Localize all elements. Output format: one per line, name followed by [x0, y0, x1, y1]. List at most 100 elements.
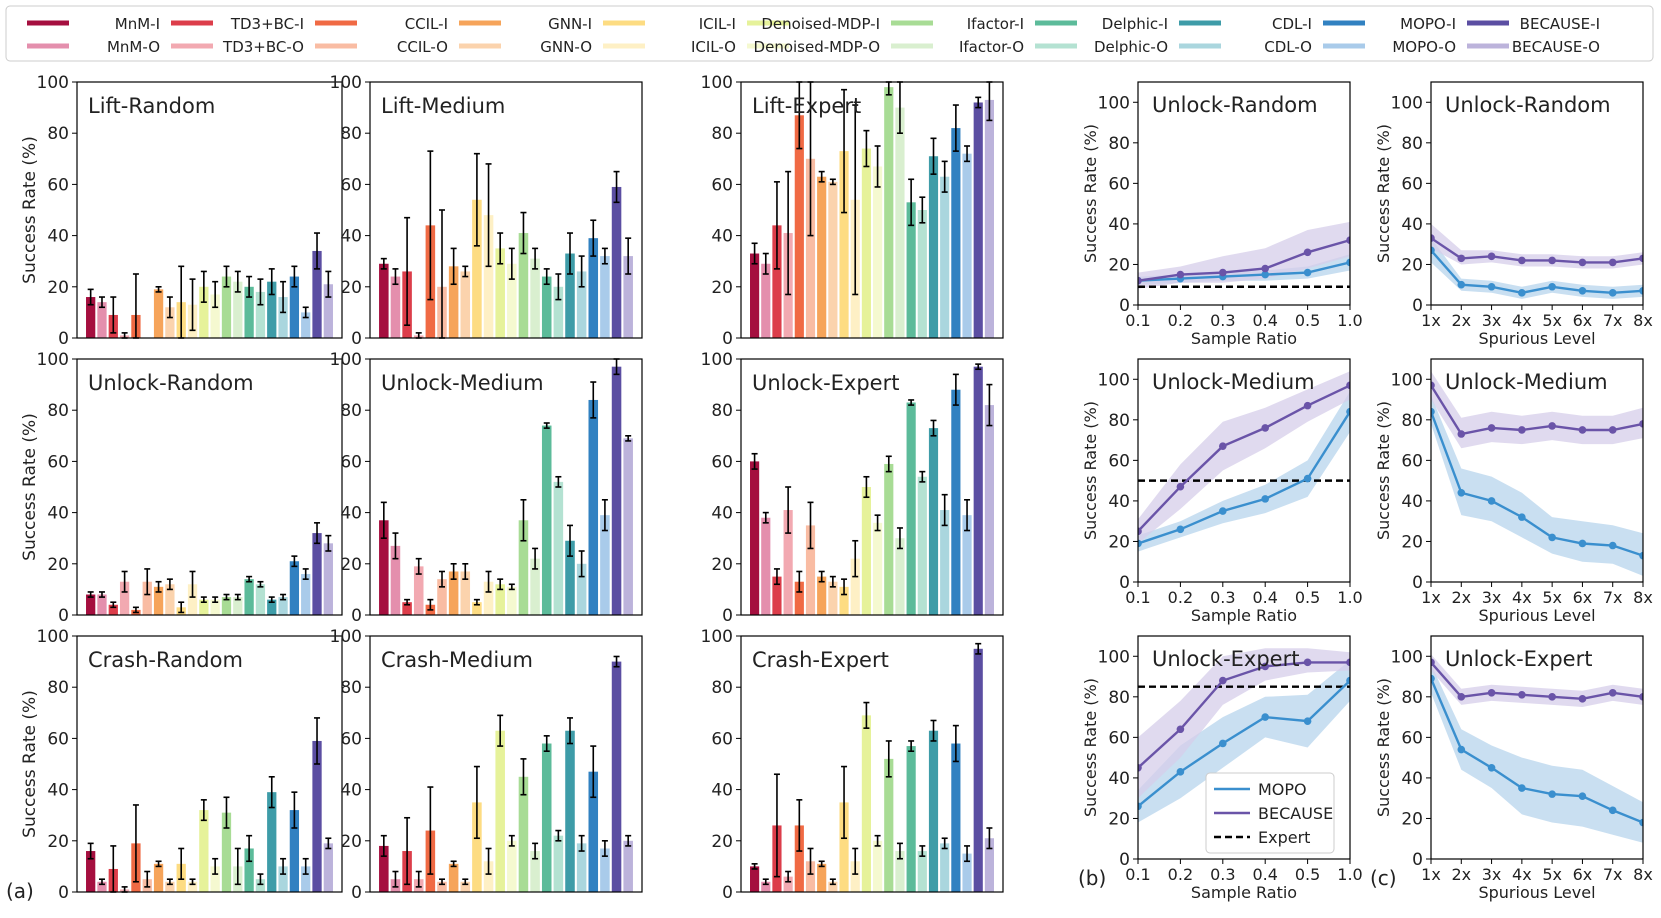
y-tick-label: 80 — [340, 678, 362, 698]
bar — [973, 102, 983, 338]
x-tick-label: 3x — [1482, 865, 1502, 884]
bar — [951, 389, 961, 615]
axes-frame — [76, 358, 343, 616]
y-tick-label: 60 — [711, 452, 733, 472]
axes-frame — [1137, 358, 1351, 583]
series-point — [1518, 256, 1526, 265]
bar — [267, 281, 277, 338]
series-point — [1608, 289, 1617, 297]
y-tick-label: 40 — [47, 227, 69, 247]
bar — [794, 581, 804, 615]
bar — [576, 843, 587, 892]
series-point — [1219, 268, 1227, 277]
bar — [541, 276, 552, 338]
series-point — [1578, 258, 1587, 267]
series-point — [1487, 424, 1496, 432]
bar — [895, 107, 905, 338]
series-point — [1431, 381, 1435, 390]
x-tick-label: 0.5 — [1295, 588, 1320, 607]
x-tick-label: 6x — [1573, 588, 1593, 607]
y-tick-label: 40 — [1401, 492, 1423, 512]
legend-label: Delphic-I — [1102, 15, 1168, 33]
x-tick-label: 7x — [1603, 588, 1623, 607]
bar — [906, 402, 916, 615]
series-point — [1487, 282, 1496, 291]
bar — [187, 881, 198, 892]
y-axis-label: Success Rate (%) — [1374, 678, 1393, 817]
bar — [772, 576, 782, 615]
y-tick-label: 0 — [1119, 573, 1130, 593]
x-tick-label: 8x — [1633, 865, 1653, 884]
y-axis-label: Success Rate (%) — [1374, 124, 1393, 263]
x-tick-label: 0.1 — [1125, 865, 1150, 884]
series-point — [1138, 802, 1142, 811]
chart-title: Unlock-Random — [1445, 93, 1611, 117]
line-chart-11: 0 20 40 60 80 100 Success Rate (%) 0.1 0.2 0.3 0.4… — [1081, 635, 1363, 902]
x-tick-label: 0.2 — [1168, 588, 1193, 607]
bar — [761, 263, 771, 338]
bar — [460, 881, 471, 892]
x-tick-label: 4x — [1512, 588, 1532, 607]
bar — [530, 558, 540, 615]
y-tick-label: 40 — [711, 781, 733, 801]
y-tick-label: 0 — [58, 883, 69, 903]
x-tick-label: 5x — [1542, 865, 1562, 884]
y-tick-label: 20 — [1401, 532, 1423, 552]
series-point — [1487, 252, 1496, 261]
y-tick-label: 40 — [711, 504, 733, 524]
bar — [244, 579, 254, 615]
plot-area — [1138, 648, 1350, 823]
y-tick-label: 60 — [340, 175, 362, 195]
x-axis-label: Spurious Level — [1478, 606, 1595, 625]
bar — [483, 581, 494, 615]
bar — [472, 602, 482, 615]
bar — [850, 558, 860, 615]
series-point — [1431, 234, 1435, 242]
bar — [108, 604, 118, 615]
bar — [244, 848, 254, 892]
x-axis-label: Sample Ratio — [1191, 883, 1297, 902]
series-point — [1487, 497, 1496, 505]
bar — [817, 176, 827, 338]
y-tick-label: 20 — [1108, 532, 1130, 552]
bar — [873, 166, 883, 338]
y-axis-label: Success Rate (%) — [1081, 124, 1100, 263]
series-point — [1176, 725, 1185, 734]
x-tick-label: 1x — [1421, 588, 1441, 607]
axes-frame — [1430, 635, 1644, 860]
series-point — [1608, 688, 1617, 697]
chart-legend-label: MOPO — [1258, 780, 1307, 799]
legend-label: MnM-O — [107, 38, 160, 56]
x-axis-label: Sample Ratio — [1191, 606, 1297, 625]
bar — [576, 563, 587, 615]
series-point — [1346, 381, 1350, 390]
bar — [600, 515, 610, 615]
bar — [448, 266, 459, 338]
bar — [565, 253, 575, 338]
bar — [413, 566, 424, 615]
series-point — [1457, 745, 1466, 754]
y-tick-label: 60 — [1401, 174, 1423, 194]
series-line — [1138, 384, 1350, 533]
y-tick-label: 60 — [1108, 728, 1130, 748]
y-tick-label: 0 — [722, 329, 733, 349]
x-tick-label: 0.2 — [1168, 311, 1193, 330]
bar — [928, 730, 939, 892]
bar — [576, 271, 587, 338]
legend-label: TD3+BC-O — [222, 38, 304, 56]
bar — [611, 366, 622, 615]
series-point — [1219, 739, 1227, 748]
series-line — [1138, 661, 1350, 769]
axes-frame — [369, 358, 643, 616]
x-tick-label: 1x — [1421, 865, 1441, 884]
bar — [210, 866, 220, 892]
series-point — [1176, 270, 1185, 279]
series-point — [1346, 676, 1350, 685]
bar — [588, 771, 599, 892]
bar — [323, 284, 333, 338]
y-tick-label: 80 — [340, 124, 362, 144]
series-point — [1261, 270, 1269, 279]
line-chart-12: 0 20 40 60 80 100 Success Rate (%) 1x 2x 3x 4x 5x 6x… — [1374, 81, 1653, 348]
bar — [541, 425, 552, 615]
series-point — [1303, 248, 1312, 257]
